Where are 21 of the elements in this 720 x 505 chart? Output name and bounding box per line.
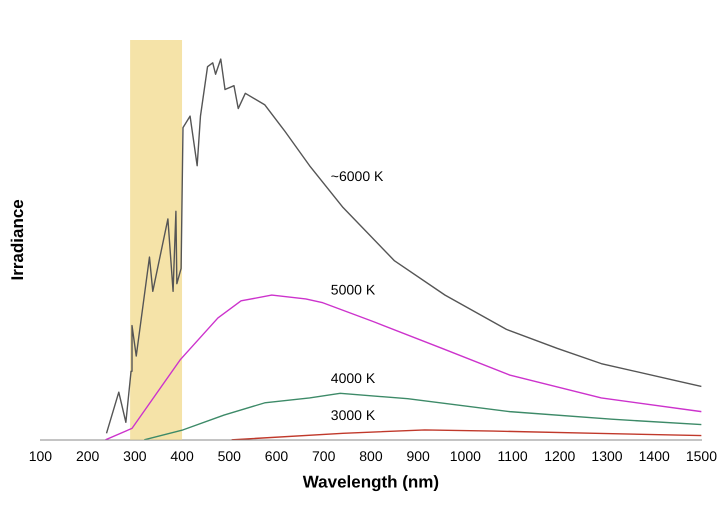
- x-tick-label: 600: [264, 448, 288, 464]
- x-tick-label: 1500: [686, 448, 718, 464]
- x-tick-label: 1000: [450, 448, 482, 464]
- x-tick-label: 100: [28, 448, 52, 464]
- y-axis-title: Irradiance: [8, 199, 27, 281]
- series-label: 4000 K: [330, 370, 376, 386]
- series-label: ~6000 K: [330, 168, 384, 184]
- x-tick-label: 300: [123, 448, 147, 464]
- x-tick-label: 1300: [591, 448, 623, 464]
- x-tick-label: 1200: [544, 448, 576, 464]
- series-label: 3000 K: [330, 407, 376, 424]
- x-tick-label: 1400: [638, 448, 670, 464]
- x-tick-label: 200: [76, 448, 100, 464]
- series-label: 5000 K: [330, 282, 376, 298]
- x-axis-title: Wavelength (nm): [302, 472, 440, 492]
- x-tick-label: 800: [359, 448, 383, 464]
- x-tick-label: 700: [312, 448, 336, 464]
- x-tick-label: 400: [170, 448, 194, 464]
- x-tick-label: 1100: [498, 448, 528, 464]
- x-tick-label: 500: [218, 448, 242, 464]
- x-tick-label: 900: [406, 448, 430, 464]
